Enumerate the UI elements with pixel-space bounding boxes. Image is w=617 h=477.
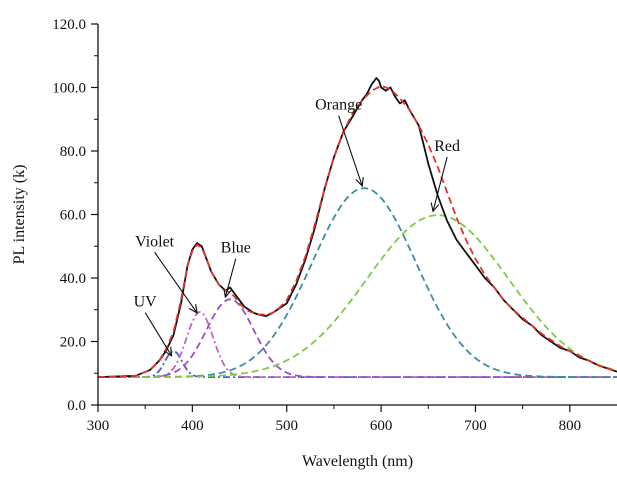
y-tick-label: 120.0 bbox=[52, 17, 86, 33]
x-tick-label: 800 bbox=[559, 418, 582, 434]
x-tick-label: 500 bbox=[275, 418, 298, 434]
annotation-red-label: Red bbox=[434, 138, 460, 155]
component-blue-line bbox=[98, 298, 617, 378]
x-tick-label: 600 bbox=[370, 418, 393, 434]
y-tick-label: 40.0 bbox=[60, 271, 86, 287]
component-red-line bbox=[98, 214, 617, 378]
x-tick-label: 400 bbox=[181, 418, 204, 434]
annotation-orange-label: Orange bbox=[315, 97, 362, 114]
y-tick-label: 60.0 bbox=[60, 208, 86, 224]
annotation-arrowhead bbox=[163, 346, 173, 357]
x-tick-label: 700 bbox=[464, 418, 487, 434]
peak-annotations: UV Violet Blue Orange Red bbox=[134, 97, 460, 357]
annotation-blue-label: Blue bbox=[221, 240, 251, 257]
annotation-arrow-line bbox=[224, 258, 237, 298]
x-axis-title: Wavelength (nm) bbox=[302, 453, 413, 470]
annotation-violet-label: Violet bbox=[135, 233, 175, 250]
plot-area bbox=[98, 77, 617, 378]
annotation-uv-label: UV bbox=[134, 294, 158, 311]
cumulative-fit-line bbox=[98, 84, 617, 378]
y-tick-label: 80.0 bbox=[60, 144, 86, 160]
annotation-arrow-line bbox=[338, 115, 363, 187]
annotation-arrowhead bbox=[188, 303, 198, 314]
annotation-arrowhead bbox=[223, 288, 232, 299]
x-axis-ticks: 300 400 500 600 700 800 bbox=[87, 405, 581, 434]
annotation-arrow-line bbox=[144, 312, 173, 357]
x-tick-label: 300 bbox=[87, 418, 110, 434]
y-axis-ticks: 0.0 20.0 40.0 60.0 80.0 100.0 120.0 bbox=[52, 17, 98, 414]
annotation-arrow-line bbox=[154, 251, 198, 314]
component-uv-line bbox=[98, 350, 617, 378]
axes bbox=[97, 24, 617, 406]
annotation-arrow-line bbox=[432, 156, 448, 212]
annotation-arrowhead bbox=[430, 202, 440, 213]
y-tick-label: 0.0 bbox=[67, 398, 86, 414]
y-tick-label: 20.0 bbox=[60, 335, 86, 351]
component-orange-line bbox=[98, 187, 617, 378]
annotation-arrowhead bbox=[355, 176, 364, 188]
y-tick-label: 100.0 bbox=[52, 81, 86, 97]
y-axis-title: PL intensity (k) bbox=[11, 165, 28, 265]
